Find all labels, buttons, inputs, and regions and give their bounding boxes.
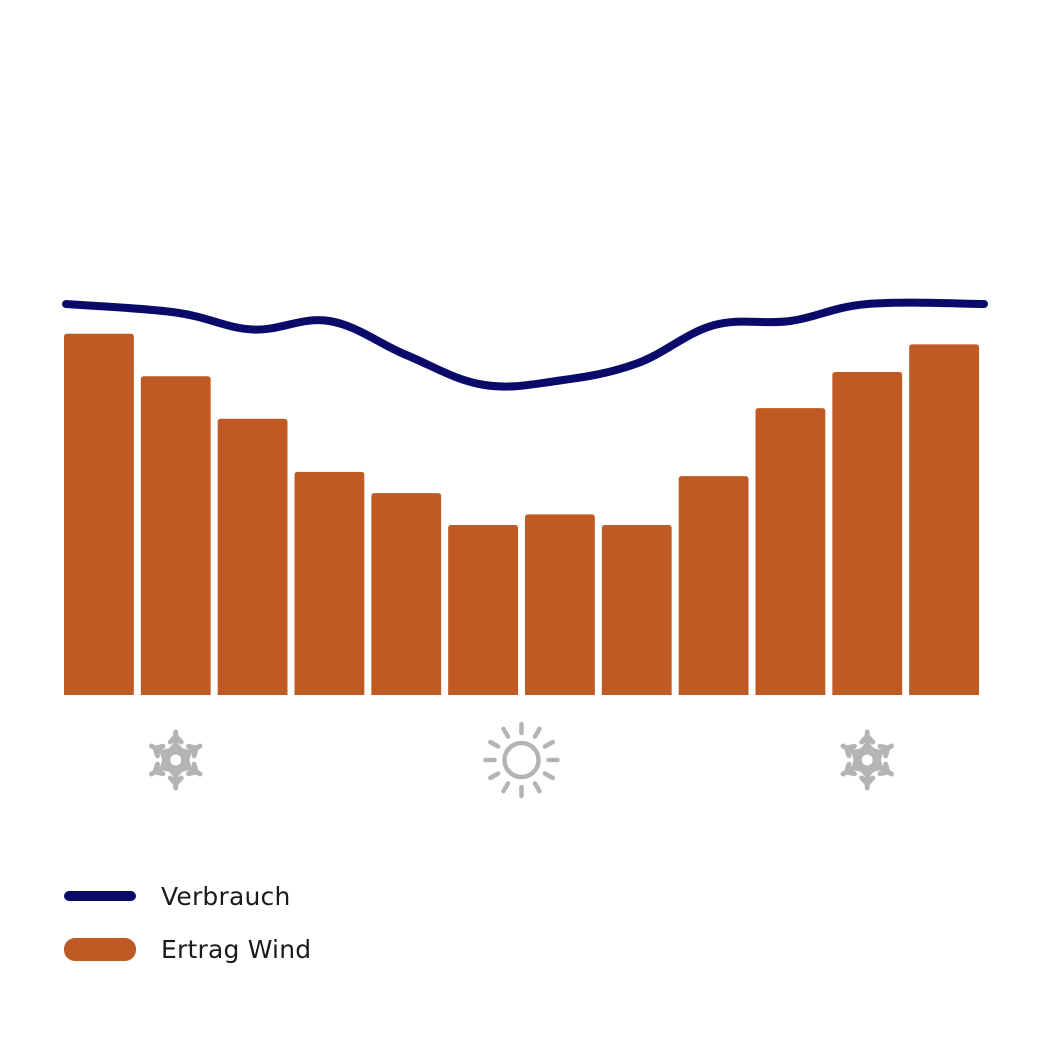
bars-layer [64,333,979,695]
bar-ertrag-wind [217,418,288,695]
legend-swatch-bar [64,937,136,961]
bar-ertrag-wind [832,372,903,695]
bar-ertrag-wind [525,514,595,695]
legend-item-verbrauch: Verbrauch [64,875,311,917]
legend: Verbrauch Ertrag Wind [64,875,311,981]
bar-ertrag-wind [64,333,134,695]
line-verbrauch [62,298,988,391]
snowflake-icon [149,729,203,791]
bar-ertrag-wind [371,493,442,695]
season-icons [149,721,894,799]
legend-label: Verbrauch [161,881,291,911]
bar-ertrag-wind [601,525,672,695]
bar-ertrag-wind [448,525,518,695]
legend-item-ertrag-wind: Ertrag Wind [64,928,311,970]
line-layer [62,298,988,391]
legend-swatch-line [64,891,136,901]
bar-ertrag-wind [294,471,365,695]
bar-ertrag-wind [909,344,979,695]
bar-ertrag-wind [755,408,826,695]
snowflake-icon [840,729,894,791]
sun-icon [483,721,560,799]
legend-label: Ertrag Wind [161,934,312,964]
bar-ertrag-wind [678,476,749,695]
bar-ertrag-wind [140,376,211,695]
